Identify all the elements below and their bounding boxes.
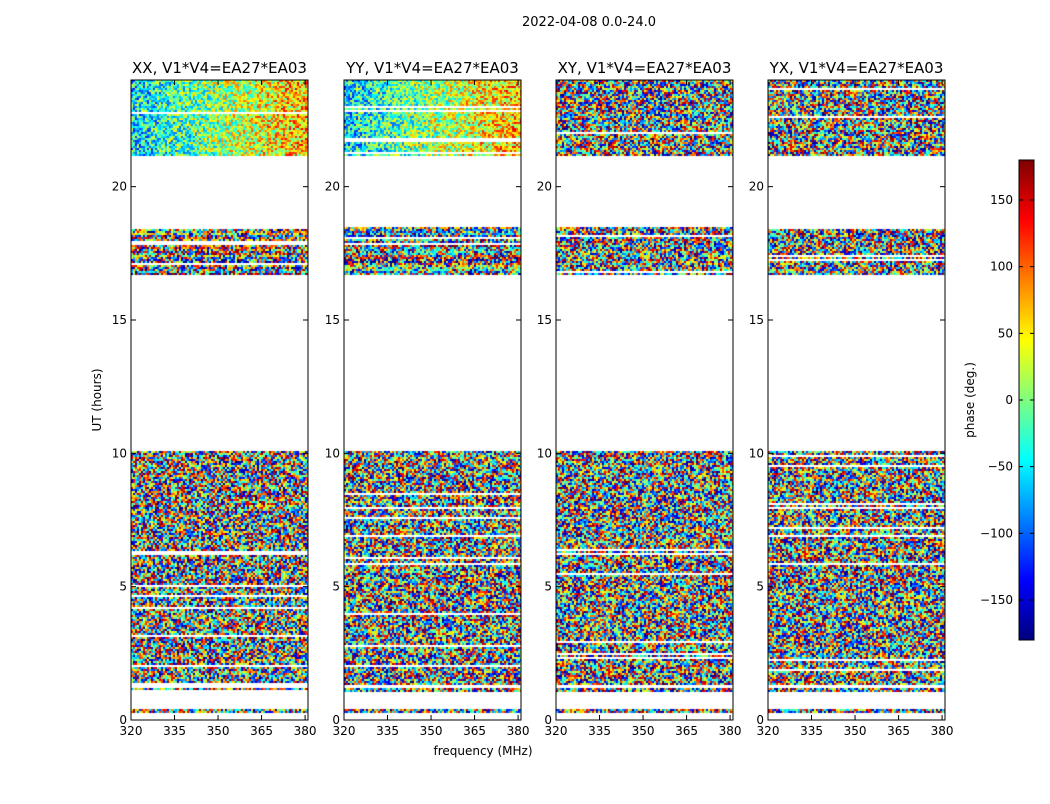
colorbar-tick-label: 0: [1005, 393, 1013, 407]
x-tick-label: 320: [545, 724, 568, 738]
x-tick-label: 335: [163, 724, 186, 738]
y-tick-label: 5: [332, 580, 340, 594]
colorbar-tick-label: 50: [998, 326, 1013, 340]
x-tick-label: 350: [844, 724, 867, 738]
y-tick-label: 20: [112, 180, 127, 194]
colorbar-label: phase (deg.): [963, 362, 977, 438]
y-tick-label: 0: [544, 713, 552, 727]
x-tick-label: 380: [931, 724, 954, 738]
x-tick-label: 335: [800, 724, 823, 738]
x-tick-label: 365: [463, 724, 486, 738]
x-tick-label: 320: [757, 724, 780, 738]
panel-title: YY, V1*V4=EA27*EA03: [345, 59, 519, 77]
x-tick-label: 320: [120, 724, 143, 738]
colorbar: 150 100 50 0 −50 −100 −150: [980, 159, 1035, 641]
y-tick-label: 15: [112, 313, 127, 327]
x-tick-label: 350: [207, 724, 230, 738]
x-tick-label: 380: [507, 724, 530, 738]
y-tick-label: 0: [756, 713, 764, 727]
panel-3: XY, V1*V4=EA27*EA03 320 335 350 365 380 0 5 10 15…: [537, 59, 742, 738]
y-tick-label: 20: [749, 180, 764, 194]
heatmap-image-panel-2: [344, 80, 521, 720]
x-tick-label: 380: [719, 724, 742, 738]
y-tick-label: 5: [119, 580, 127, 594]
panel-title: XX, V1*V4=EA27*EA03: [132, 59, 307, 77]
y-tick-label: 10: [325, 446, 340, 460]
panel-frame: [130, 79, 309, 721]
colorbar-tick-label: −50: [988, 460, 1013, 474]
y-tick-label: 15: [325, 313, 340, 327]
y-tick-label: 5: [756, 580, 764, 594]
x-tick-label: 365: [887, 724, 910, 738]
x-tick-label: 380: [294, 724, 317, 738]
y-tick-label: 5: [544, 580, 552, 594]
x-tick-label: 335: [588, 724, 611, 738]
colorbar-tick-label: −100: [980, 526, 1013, 540]
colorbar-tick-label: −150: [980, 593, 1013, 607]
x-tick-label: 335: [376, 724, 399, 738]
x-tick-label: 365: [675, 724, 698, 738]
y-tick-label: 20: [537, 180, 552, 194]
y-tick-label: 15: [537, 313, 552, 327]
heatmap-image-panel-1: [131, 80, 308, 720]
y-tick-label: 15: [749, 313, 764, 327]
x-tick-label: 320: [333, 724, 356, 738]
panel-1: XX, V1*V4=EA27*EA03 320 335 350 365 380 0 5 10 15…: [112, 59, 317, 738]
panel-2: YY, V1*V4=EA27*EA03 320 335 350 365 380 0 5 10 15…: [325, 59, 530, 738]
y-axis-label: UT (hours): [90, 368, 104, 431]
y-tick-label: 0: [119, 713, 127, 727]
x-tick-label: 350: [420, 724, 443, 738]
panel-4: YX, V1*V4=EA27*EA03 320 335 350 365 380 0 5 10 15…: [749, 59, 954, 738]
y-tick-label: 10: [749, 446, 764, 460]
heatmap-image-panel-3: [556, 80, 733, 720]
heatmap-image-panel-4: [768, 80, 945, 720]
y-tick-label: 10: [112, 446, 127, 460]
panel-title: YX, V1*V4=EA27*EA03: [769, 59, 944, 77]
colorbar-tick-label: 150: [990, 193, 1013, 207]
panel-frame: [767, 79, 946, 721]
figure-suptitle: 2022-04-08 0.0-24.0: [522, 15, 656, 30]
panel-frame: [343, 79, 522, 721]
y-tick-label: 20: [325, 180, 340, 194]
x-tick-label: 365: [250, 724, 273, 738]
panel-title: XY, V1*V4=EA27*EA03: [558, 59, 732, 77]
x-tick-label: 350: [632, 724, 655, 738]
colorbar-tick-label: 100: [990, 260, 1013, 274]
x-axis-label: frequency (MHz): [433, 744, 532, 758]
panels-group: XX, V1*V4=EA27*EA03 320 335 350 365 380 0 5 10 15…: [112, 59, 954, 738]
y-tick-label: 10: [537, 446, 552, 460]
y-tick-label: 0: [332, 713, 340, 727]
panel-frame: [555, 79, 734, 721]
